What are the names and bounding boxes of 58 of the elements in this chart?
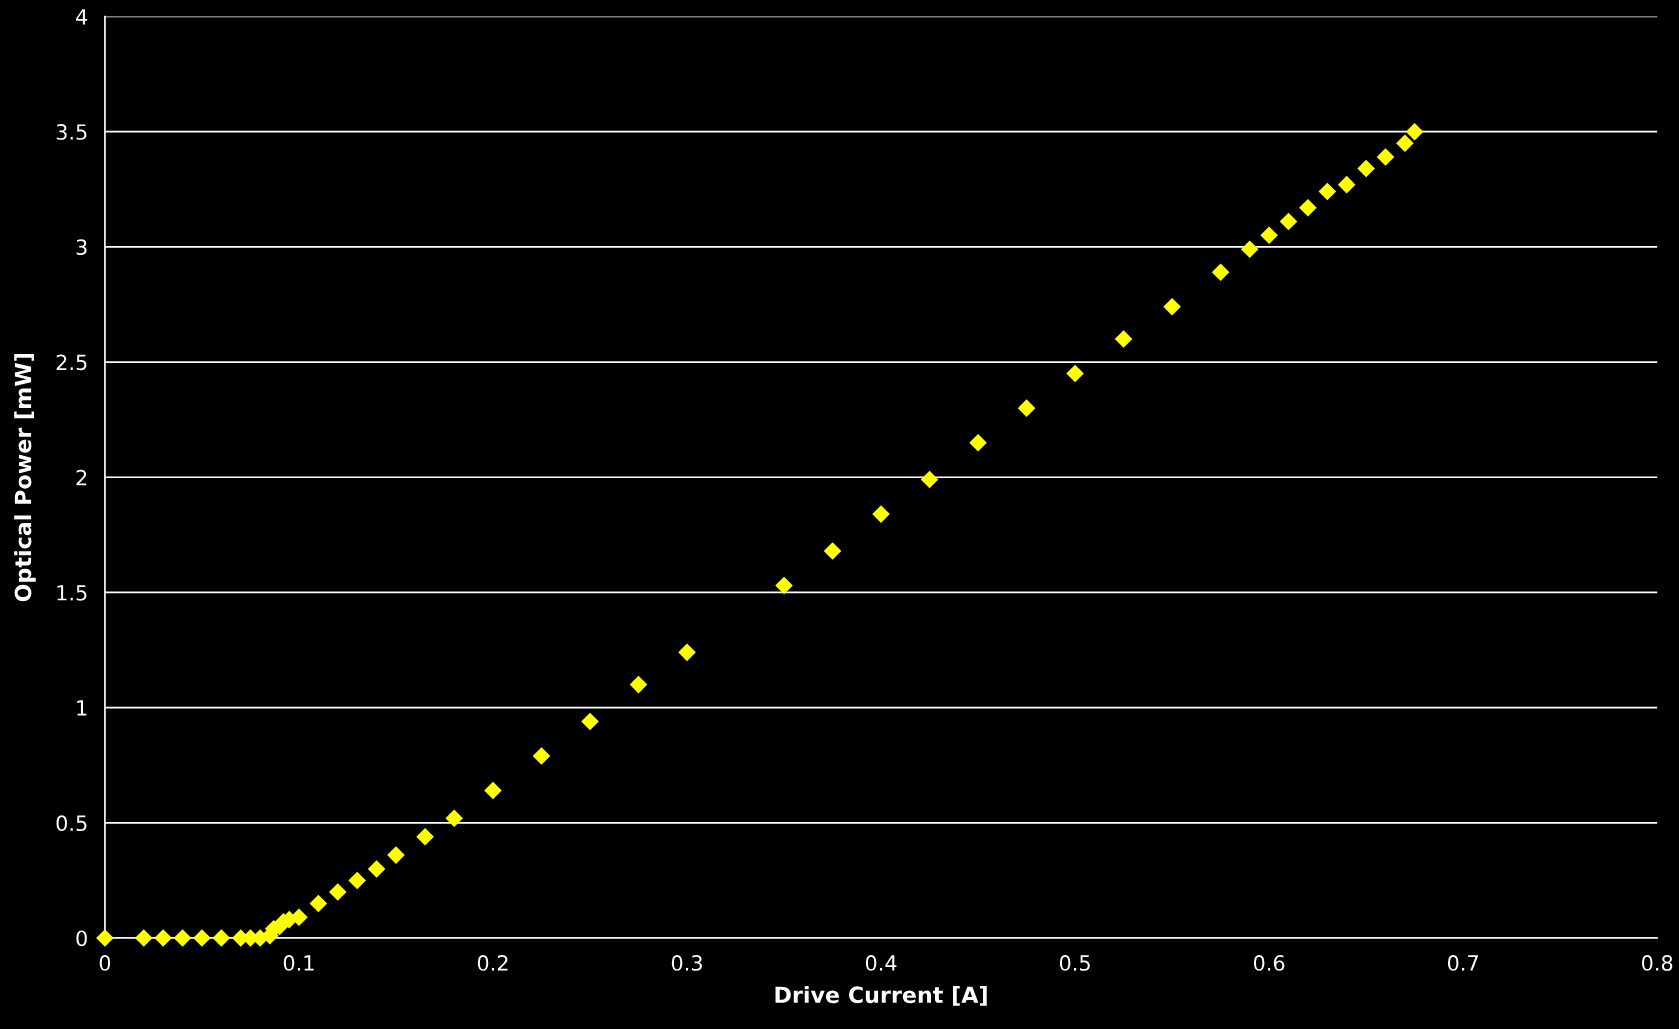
x-tick-label: 0.8: [1641, 955, 1673, 971]
point: [629, 675, 648, 694]
x-tick-label: 0.5: [1059, 955, 1090, 971]
x-tick-label: 0.3: [671, 955, 702, 971]
point: [173, 929, 192, 947]
x-tick-label: 0.6: [1253, 955, 1285, 971]
point: [484, 781, 502, 800]
y-tick-label: 0.5: [56, 815, 87, 832]
point: [387, 846, 405, 864]
y-tick-label: 1: [77, 700, 87, 716]
y-tick-label: 3: [76, 239, 87, 256]
point: [1211, 263, 1230, 281]
x-tick-label: 0.2: [477, 955, 508, 971]
point: [581, 712, 599, 731]
y-tick-label: 2: [76, 469, 87, 486]
y-axis-title: Optical Power [mW]: [14, 353, 36, 602]
point: [1299, 198, 1317, 217]
point: [532, 747, 551, 765]
point: [1240, 240, 1259, 258]
x-tick-label: 0: [99, 955, 111, 971]
point: [775, 576, 793, 595]
x-tick-label: 0.1: [283, 955, 314, 971]
point: [309, 894, 328, 913]
y-tick-label: 1.5: [57, 585, 87, 601]
point: [416, 827, 434, 846]
point: [1396, 134, 1414, 152]
point: [1376, 148, 1395, 166]
x-axis-title: Drive Current [A]: [775, 985, 987, 1006]
x-tick-label: 0.7: [1447, 955, 1478, 971]
point: [1357, 159, 1375, 178]
point: [328, 883, 347, 901]
point: [154, 929, 172, 947]
point: [96, 929, 114, 947]
point: [920, 470, 939, 489]
y-tick-label: 0: [76, 930, 87, 947]
point: [1163, 297, 1181, 316]
point: [872, 505, 890, 523]
point: [1017, 399, 1036, 417]
y-tick-label: 3.5: [56, 124, 87, 140]
y-tick-label: 2.5: [56, 354, 87, 371]
point: [1318, 182, 1337, 201]
point: [1337, 175, 1356, 194]
point: [1114, 330, 1133, 348]
point: [348, 871, 366, 890]
point: [678, 643, 696, 662]
point: [1260, 226, 1278, 245]
point: [445, 809, 463, 828]
point: [1405, 122, 1424, 141]
point: [212, 929, 231, 947]
point: [134, 929, 153, 947]
point: [969, 433, 987, 452]
point: [193, 929, 211, 947]
x-tick-label: 0.4: [865, 955, 897, 971]
point: [1066, 364, 1084, 383]
point: [1279, 212, 1298, 231]
point: [823, 542, 842, 560]
point: [367, 860, 386, 878]
y-tick-label: 4: [76, 9, 88, 25]
